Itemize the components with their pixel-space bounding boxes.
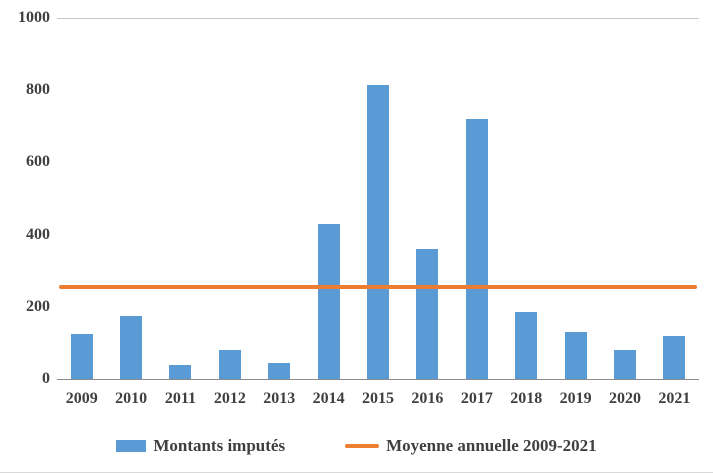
- legend-item-moyenne: Moyenne annuelle 2009-2021: [345, 436, 597, 456]
- bar-2018: [515, 312, 538, 379]
- plot-area: [57, 18, 699, 380]
- bar-2009: [70, 333, 93, 379]
- legend: Montants imputés Moyenne annuelle 2009-2…: [0, 436, 713, 456]
- x-tick-label: 2011: [164, 390, 197, 407]
- y-tick-label: 200: [26, 297, 50, 315]
- bar-slot: [403, 18, 452, 379]
- x-axis-line: [57, 379, 699, 380]
- bar-slot: [57, 18, 106, 379]
- bar-slot: [650, 18, 699, 379]
- bar-2014: [317, 223, 340, 379]
- x-tick-label: 2021: [658, 390, 691, 407]
- bar-series-swatch: [116, 440, 147, 452]
- bar-2013: [268, 362, 291, 379]
- line-series-swatch: [345, 444, 380, 448]
- bar-slot: [452, 18, 501, 379]
- x-tick-label: 2017: [460, 390, 493, 407]
- bar-slot: [551, 18, 600, 379]
- bar-slot: [156, 18, 205, 379]
- legend-label-montants: Montants imputés: [153, 436, 286, 455]
- y-axis: 0 200 400 600 800 1000: [8, 10, 50, 387]
- bar-2017: [465, 119, 488, 379]
- bar-series: [57, 18, 699, 379]
- legend-item-montants: Montants imputés: [116, 436, 285, 456]
- bar-slot: [353, 18, 402, 379]
- bar-2010: [120, 315, 143, 379]
- x-tick-label: 2012: [213, 390, 246, 407]
- y-tick-label: 0: [42, 370, 50, 387]
- x-tick-label: 2016: [411, 390, 444, 407]
- bar-slot: [255, 18, 304, 379]
- y-tick-label: 600: [26, 153, 50, 171]
- x-axis-labels: 2009 2010 2011 2012 2013 2014 2015 2016 2017 2018…: [57, 390, 699, 408]
- bar-slot: [600, 18, 649, 379]
- bar-2020: [613, 350, 636, 379]
- bar-slot: [304, 18, 353, 379]
- x-tick-label: 2009: [65, 390, 98, 407]
- x-tick-label: 2019: [559, 390, 592, 407]
- y-tick-label: 800: [26, 81, 50, 99]
- bar-2021: [663, 335, 686, 379]
- top-gridline: [57, 18, 699, 19]
- x-tick-label: 2013: [263, 390, 296, 407]
- x-tick-label: 2020: [608, 390, 641, 407]
- bar-2016: [416, 249, 439, 379]
- bar-2011: [169, 364, 192, 379]
- bar-slot: [502, 18, 551, 379]
- bar-2015: [367, 84, 390, 379]
- x-tick-label: 2015: [362, 390, 395, 407]
- legend-label-moyenne: Moyenne annuelle 2009-2021: [386, 436, 597, 455]
- bar-slot: [205, 18, 254, 379]
- y-tick-label: 1000: [18, 9, 50, 26]
- x-tick-label: 2018: [510, 390, 543, 407]
- bar-slot: [106, 18, 155, 379]
- x-tick-label: 2014: [312, 390, 345, 407]
- average-line: [59, 284, 697, 289]
- bar-2019: [564, 332, 587, 379]
- x-tick-label: 2010: [115, 390, 148, 407]
- bar-2012: [218, 350, 241, 379]
- y-tick-label: 400: [26, 225, 50, 243]
